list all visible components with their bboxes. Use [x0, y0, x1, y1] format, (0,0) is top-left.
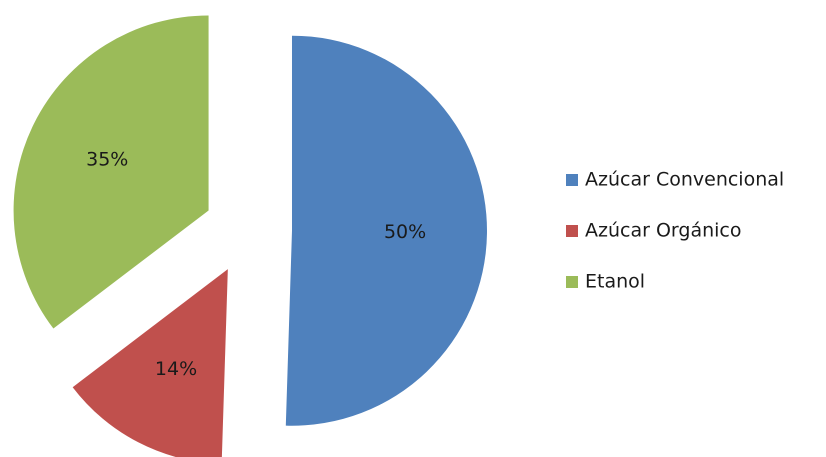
pie-slice-2 [72, 269, 228, 457]
pie-slice-labels: 50% 14% 35% [86, 149, 426, 380]
pie-slice-1 [285, 35, 487, 426]
legend-swatch-2 [566, 225, 578, 237]
slice-label-3: 35% [86, 149, 128, 171]
slice-label-2: 14% [155, 358, 197, 380]
slice-label-1: 50% [384, 221, 426, 243]
legend-label-3: Etanol [585, 271, 645, 293]
legend-label-2: Azúcar Orgánico [585, 220, 741, 242]
pie-slices [13, 15, 487, 457]
legend-swatch-3 [566, 276, 578, 288]
pie-slice-3 [13, 15, 209, 329]
legend: Azúcar Convencional Azúcar Orgánico Etanol [566, 169, 784, 293]
legend-label-1: Azúcar Convencional [585, 169, 784, 191]
legend-swatch-1 [566, 174, 578, 186]
